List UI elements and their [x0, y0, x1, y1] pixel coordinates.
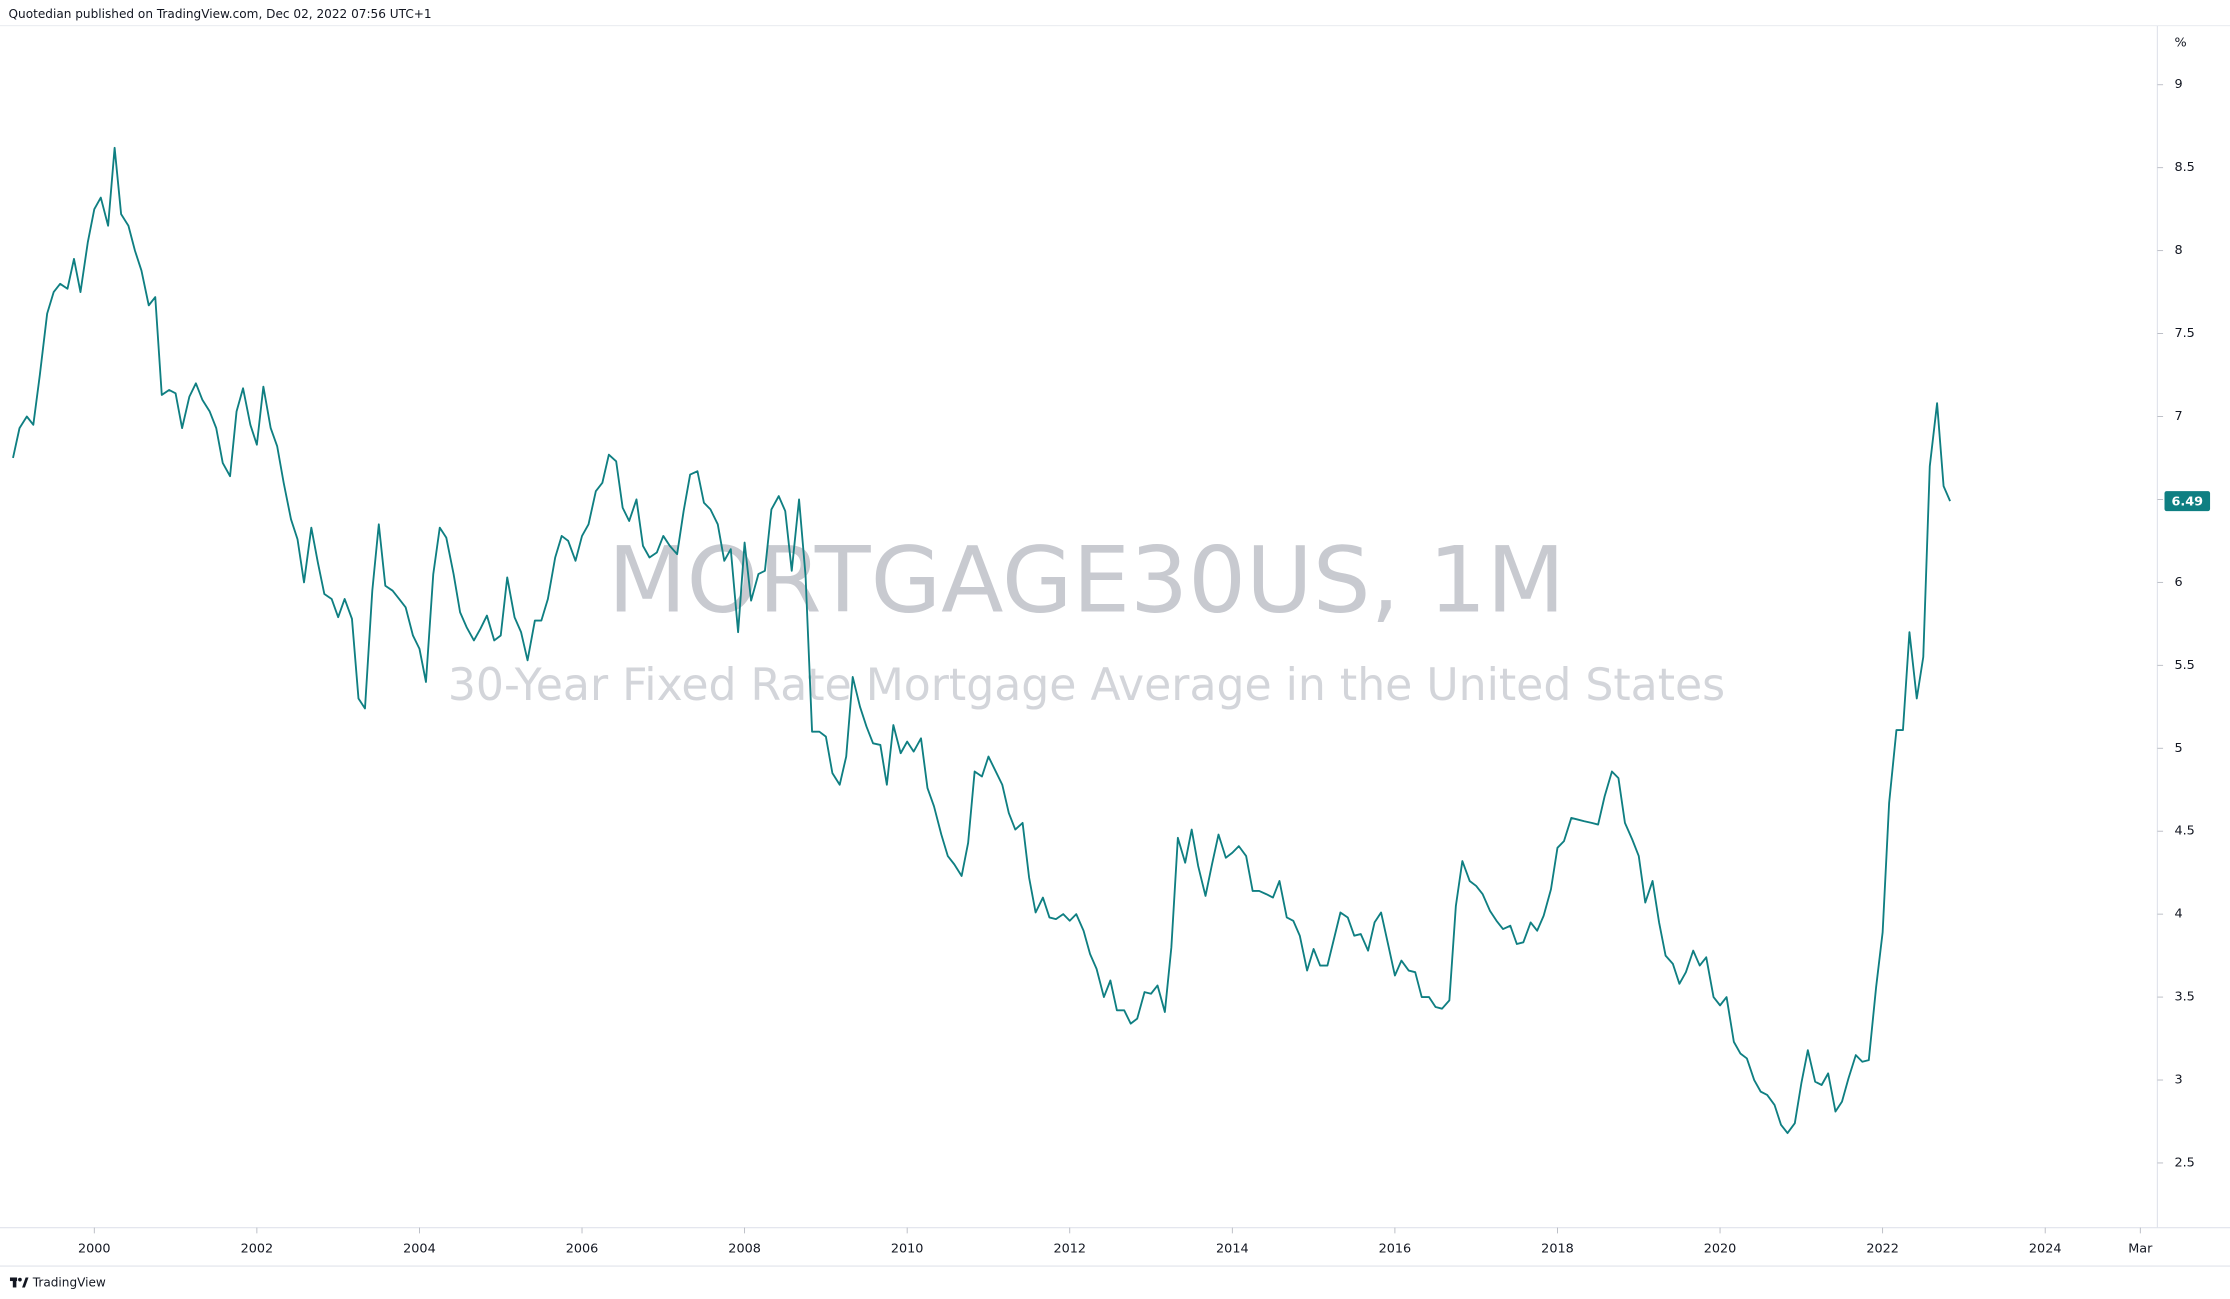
x-tick-label: 2000: [78, 1242, 111, 1257]
y-tick-label: 7.5: [2174, 326, 2194, 341]
x-tick-label: Mar: [2128, 1242, 2153, 1257]
x-tick-label: 2022: [1866, 1242, 1899, 1257]
watermark-subtitle: 30-Year Fixed Rate Mortgage Average in t…: [448, 660, 1725, 711]
x-tick-label: 2024: [2029, 1242, 2062, 1257]
logo-part: [12, 1277, 17, 1288]
y-tick-label: 7: [2174, 409, 2182, 424]
x-tick-label: 2012: [1053, 1242, 1086, 1257]
y-tick-label: 5: [2174, 741, 2182, 756]
x-tick-label: 2014: [1216, 1242, 1249, 1257]
y-tick-label: 4.5: [2174, 824, 2194, 839]
last-value-label: 6.49: [2171, 494, 2203, 509]
series-line: [12, 146, 1951, 1135]
x-tick-label: 2002: [241, 1242, 274, 1257]
footer: TradingView: [32, 1276, 106, 1290]
watermark-title: MORTGAGE30US, 1M: [608, 528, 1565, 634]
y-tick-label: 8.5: [2174, 160, 2194, 175]
x-tick-label: 2020: [1704, 1242, 1737, 1257]
logo-part: [18, 1277, 22, 1282]
y-tick-label: 4: [2174, 907, 2182, 922]
y-tick-label: 2.5: [2174, 1155, 2194, 1170]
last-value-badge: [2164, 491, 2211, 512]
x-tick-label: 2016: [1379, 1242, 1412, 1257]
y-tick-label: 3.5: [2174, 990, 2194, 1005]
x-tick-label: 2004: [403, 1242, 436, 1257]
y-tick-label: 6: [2174, 575, 2182, 590]
logo-part: [22, 1277, 29, 1288]
tv-logo: [9, 1277, 29, 1288]
attribution: Quotedian published on TradingView.com, …: [9, 7, 432, 21]
x-tick-label: 2006: [566, 1242, 599, 1257]
y-unit: %: [2174, 35, 2186, 50]
x-tick-label: 2010: [891, 1242, 924, 1257]
x-tick-label: 2008: [728, 1242, 761, 1257]
y-tick-label: 5.5: [2174, 658, 2194, 673]
y-tick-label: 9: [2174, 77, 2182, 92]
y-tick-label: 8: [2174, 243, 2182, 258]
x-tick-label: 2018: [1541, 1242, 1574, 1257]
y-tick-label: 3: [2174, 1073, 2182, 1088]
